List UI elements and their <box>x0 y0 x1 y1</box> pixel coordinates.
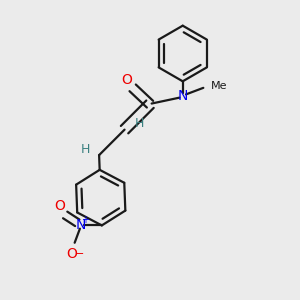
Text: O: O <box>122 73 133 87</box>
Text: N: N <box>178 89 188 103</box>
Text: Me: Me <box>211 81 227 91</box>
Text: H: H <box>81 143 90 156</box>
Text: O: O <box>54 199 65 213</box>
Text: O: O <box>66 247 77 261</box>
Text: N: N <box>75 218 86 233</box>
Text: +: + <box>82 215 89 225</box>
Text: H: H <box>135 117 144 130</box>
Text: −: − <box>75 249 85 259</box>
